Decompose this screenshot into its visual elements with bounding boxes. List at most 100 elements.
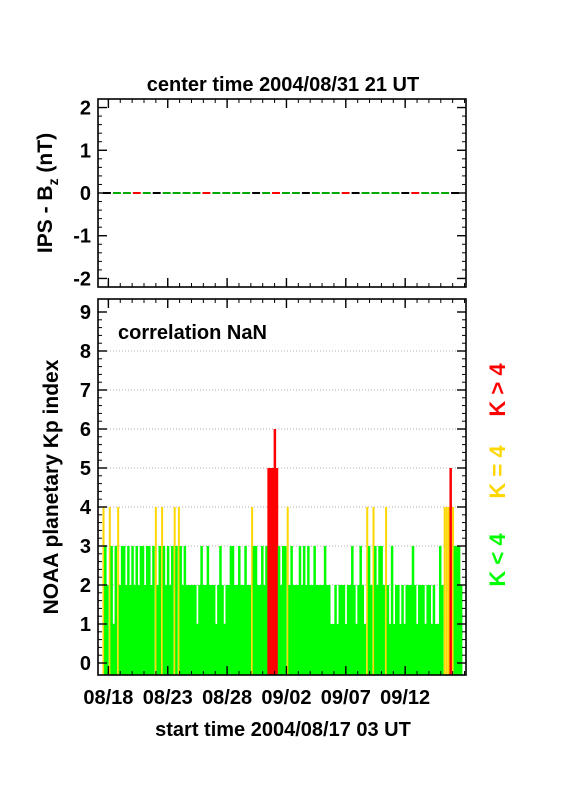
top-y-tick-label: -2 [73, 268, 91, 290]
kp-bar [361, 585, 365, 675]
kp-bar [386, 585, 390, 675]
kp-bar [313, 546, 316, 675]
kp-bar [413, 585, 417, 675]
kp-x-tick-label: 09/07 [321, 687, 371, 709]
kp-bar [263, 585, 266, 675]
kp-bar [244, 546, 247, 675]
kp-bar [150, 585, 153, 675]
kp-bar [300, 585, 304, 675]
kp-bar [445, 507, 448, 675]
kp-bar [459, 585, 463, 675]
kp-x-tick-label: 08/28 [202, 687, 252, 709]
kp-bar [405, 585, 408, 675]
kp-bar [106, 585, 109, 675]
kp-bar [194, 585, 197, 675]
kp-bar [217, 585, 220, 675]
kp-bar [397, 585, 400, 675]
legend-k-equal-4: K = 4 [485, 445, 510, 499]
kp-bar [273, 429, 277, 675]
kp-bar [415, 624, 419, 675]
kp-bar [355, 624, 358, 675]
kp-bar [189, 585, 193, 675]
kp-bar [376, 585, 379, 675]
kp-y-tick-label: 2 [80, 575, 91, 597]
kp-bar [267, 468, 270, 675]
kp-bar [336, 624, 339, 675]
kp-bar [296, 585, 300, 675]
kp-bar [338, 585, 342, 675]
kp-x-tick-label: 08/23 [143, 687, 193, 709]
kp-bar [309, 585, 312, 675]
top-ylabel-main: IPS - B [34, 185, 57, 253]
kp-bar [369, 585, 373, 675]
kp-bar [430, 624, 434, 675]
bottom-title: start time 2004/08/17 03 UT [155, 719, 411, 741]
kp-bar [152, 546, 155, 675]
kp-bar [225, 585, 228, 675]
kp-bar [122, 546, 126, 675]
kp-bar [135, 546, 138, 675]
kp-bar [342, 585, 346, 675]
kp-bar [118, 585, 122, 675]
kp-bar [359, 546, 362, 675]
bottom-panel-frame [97, 298, 467, 676]
kp-bar [114, 546, 118, 675]
kp-bar [388, 624, 392, 675]
bottom-panel-ticks: 0 1 2 3 4 5 6 7 8 9 08/18 08/23 08/28 09/02 09/07 09/12 [80, 299, 466, 709]
kp-bar [363, 624, 367, 675]
top-y-tick-label: -1 [73, 226, 91, 248]
kp-bar [330, 624, 333, 675]
kp-bar [168, 585, 172, 675]
kp-bar [305, 585, 308, 675]
kp-bar [242, 585, 245, 675]
kp-bar [240, 585, 243, 675]
kp-bar [424, 624, 427, 675]
kp-bar [265, 546, 268, 675]
kp-bar [409, 585, 413, 675]
kp-bar [139, 546, 143, 675]
kp-bar [271, 468, 275, 675]
kp-bar [110, 546, 113, 675]
top-y-tick-label: 1 [80, 140, 91, 162]
kp-bar [120, 546, 124, 675]
kp-bar [252, 546, 256, 675]
kp-bar [372, 507, 375, 675]
kp-x-tick-label: 09/12 [380, 687, 430, 709]
kp-bar [192, 585, 195, 675]
kp-bar [288, 585, 291, 675]
kp-bar [235, 585, 239, 675]
kp-bar [269, 468, 272, 675]
top-panel-ticks: -2 -1 0 1 2 [73, 98, 466, 290]
kp-bar [317, 585, 321, 675]
kp-bar [125, 585, 128, 675]
kp-bar [233, 585, 237, 675]
kp-bar [208, 585, 212, 675]
kp-bar [102, 507, 105, 675]
top-ylabel: IPS - Bz (nT) [34, 133, 61, 253]
kp-y-tick-label: 6 [80, 419, 91, 441]
kp-bar [104, 546, 107, 675]
kp-bar [148, 546, 151, 675]
kp-bar [290, 546, 293, 675]
kp-bar [436, 624, 440, 675]
kp-bar [457, 546, 461, 675]
kp-bar [210, 585, 214, 675]
kp-bar [181, 585, 185, 675]
kp-bar [219, 546, 222, 675]
kp-bar [447, 507, 450, 675]
kp-y-tick-label: 5 [80, 458, 91, 480]
kp-bar [275, 468, 279, 675]
kp-bar [156, 585, 159, 675]
top-y-tick-label: 2 [80, 98, 91, 120]
kp-bar [407, 585, 411, 675]
kp-bar [221, 585, 224, 675]
kp-bar [453, 546, 457, 675]
legend-k-less-4: K < 4 [485, 533, 510, 587]
kp-y-tick-label: 7 [80, 380, 91, 402]
kp-bar [378, 546, 381, 675]
kp-bar [302, 546, 306, 675]
kp-bar [380, 546, 383, 675]
top-y-tick-label: 0 [80, 183, 91, 205]
kp-bar [223, 624, 226, 675]
